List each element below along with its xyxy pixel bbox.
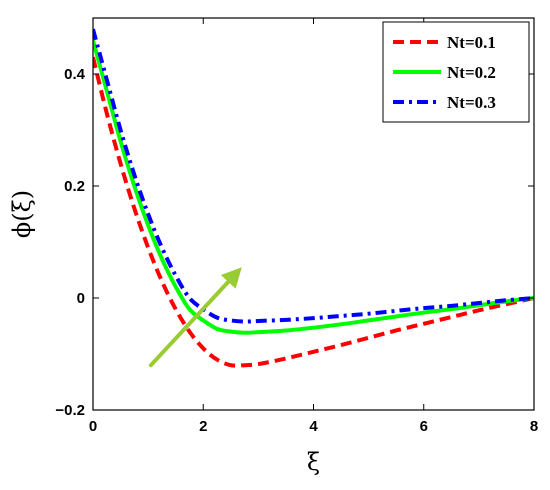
x-tick-label: 8 <box>530 418 538 435</box>
y-tick-label: 0.2 <box>64 178 85 195</box>
series-line-2 <box>93 39 534 335</box>
legend: Nt=0.1 Nt=0.2 Nt=0.3 <box>382 21 530 123</box>
legend-label-1: Nt=0.1 <box>447 33 496 52</box>
x-tick-label: 0 <box>89 418 97 435</box>
tick-labels: 0 2 4 6 8−0.200.20.4 <box>55 66 538 435</box>
trend-arrow-head <box>220 267 242 289</box>
x-tick-label: 4 <box>309 418 318 435</box>
y-tick-label: 0.4 <box>64 66 86 83</box>
legend-label-3: Nt=0.3 <box>447 93 496 112</box>
legend-label-2: Nt=0.2 <box>447 63 496 82</box>
series-line-3 <box>93 28 534 324</box>
x-tick-label: 6 <box>420 418 428 435</box>
axis-ticks <box>92 18 535 411</box>
x-tick-label: 2 <box>199 418 207 435</box>
series-line-1 <box>93 56 534 368</box>
x-axis-label: ξ <box>307 448 320 476</box>
y-axis-label: ϕ(ξ) <box>8 190 36 238</box>
chart-marks <box>93 28 534 368</box>
y-tick-label: −0.2 <box>55 402 85 419</box>
trend-arrow-shaft <box>148 279 231 368</box>
y-tick-label: 0 <box>77 290 85 307</box>
